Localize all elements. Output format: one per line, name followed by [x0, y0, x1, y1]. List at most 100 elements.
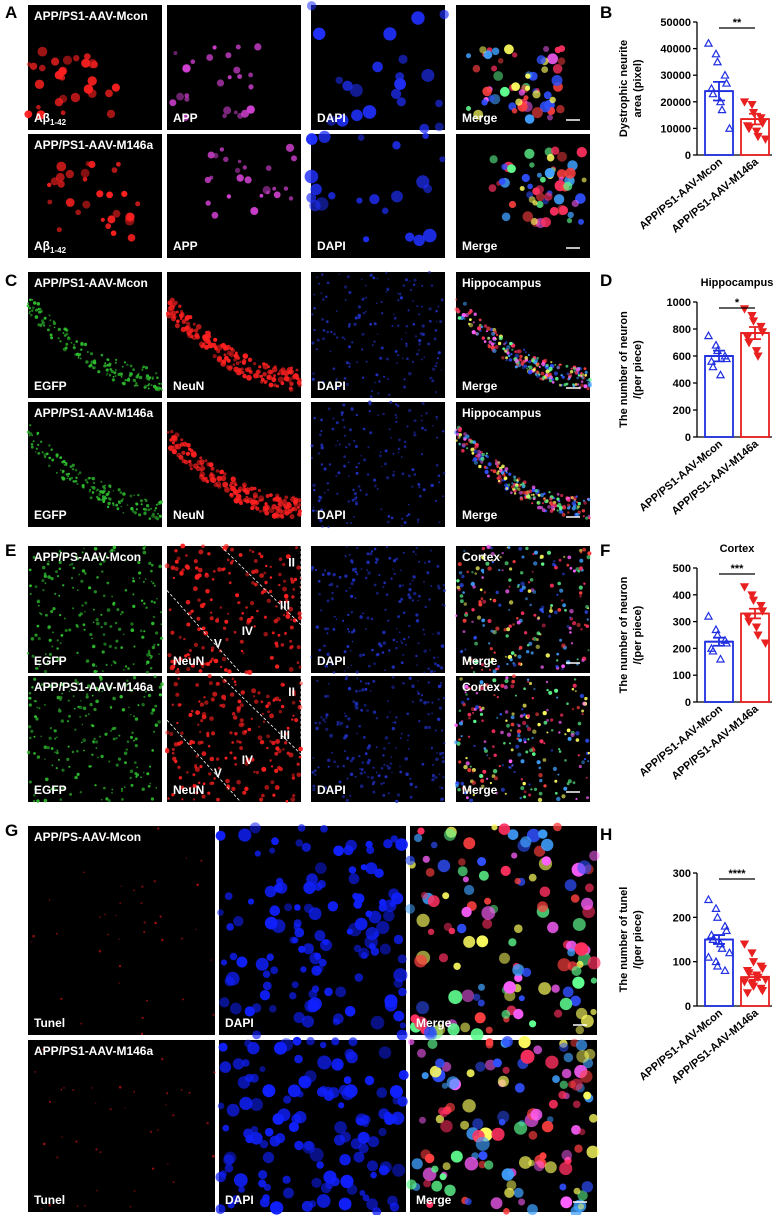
cell: [266, 694, 270, 699]
cell: [465, 442, 469, 446]
cell: [581, 897, 594, 911]
cell: [516, 620, 521, 625]
cell: [53, 751, 57, 754]
cell: [362, 105, 377, 119]
cell: [546, 708, 549, 712]
cell: [378, 380, 381, 383]
cell: [367, 1136, 380, 1148]
cell: [289, 381, 294, 386]
cell: [292, 714, 295, 717]
cell: [514, 654, 517, 657]
cell: [474, 572, 478, 575]
cell: [143, 511, 147, 515]
cell: [269, 1005, 277, 1013]
cell: [382, 641, 387, 645]
cell: [539, 739, 544, 744]
cell: [282, 613, 286, 617]
cell: [66, 757, 70, 762]
cell: [467, 768, 472, 773]
cell: [583, 501, 587, 505]
cell: [37, 452, 41, 455]
cell: [135, 773, 139, 777]
cell: [336, 765, 340, 768]
cell: [423, 184, 433, 194]
cell: [228, 581, 232, 585]
cell: [231, 786, 236, 792]
cell: [496, 716, 499, 719]
cell: [343, 455, 346, 458]
cell: [76, 625, 80, 629]
cell: [508, 472, 512, 476]
cell: [31, 686, 34, 689]
data-point: [751, 623, 762, 632]
cell: [133, 739, 135, 742]
cell: [238, 553, 243, 557]
cell: [433, 662, 437, 666]
cell: [282, 1175, 291, 1184]
cell: [188, 656, 191, 660]
cell: [510, 748, 514, 752]
cell: [317, 580, 321, 583]
cell: [204, 700, 209, 705]
cell: [459, 315, 464, 321]
cell: [256, 609, 259, 613]
cell: [88, 490, 91, 493]
cell: [297, 705, 303, 710]
cell: [93, 707, 97, 712]
cell: [365, 862, 378, 875]
cell: [77, 473, 80, 476]
cell: [229, 692, 235, 697]
cell: [56, 736, 58, 739]
cell: [387, 515, 391, 518]
micrograph-signal: [26, 675, 164, 803]
cell: [95, 670, 98, 673]
y-tick-label: 500: [673, 563, 691, 575]
cell: [567, 736, 572, 741]
cell: [327, 489, 329, 491]
cell: [157, 501, 161, 505]
cell: [234, 483, 238, 487]
cell: [455, 439, 458, 442]
cell: [89, 352, 94, 356]
cell: [517, 349, 522, 354]
cell: [427, 681, 430, 684]
cell: [243, 498, 247, 503]
cell: [62, 459, 66, 464]
cell: [377, 414, 380, 416]
cell: [556, 169, 567, 179]
cell: [493, 342, 496, 345]
data-point: [747, 949, 757, 958]
cell: [485, 454, 488, 457]
cell: [579, 591, 583, 595]
cell: [442, 696, 446, 700]
cell: [131, 509, 135, 513]
cell: [37, 637, 41, 641]
cell: [195, 755, 199, 758]
cell: [269, 740, 272, 743]
cell: [41, 451, 44, 454]
cell: [81, 551, 84, 554]
cell: [72, 566, 76, 570]
cell: [516, 729, 522, 734]
chart-title: Hippocampus: [701, 277, 774, 289]
cell: [559, 588, 564, 593]
cell: [522, 720, 527, 726]
channel-label-main: Aβ: [34, 111, 50, 125]
cell: [518, 995, 525, 1002]
cell: [180, 937, 184, 940]
cell: [458, 738, 461, 741]
cell: [556, 593, 559, 596]
data-point: [703, 894, 714, 904]
cell: [34, 315, 39, 319]
layer-boundary: [220, 675, 302, 755]
cell: [496, 461, 501, 466]
cell: [59, 695, 63, 700]
channel-label: Merge: [416, 1016, 452, 1030]
cell: [233, 715, 238, 720]
cell: [527, 1204, 538, 1215]
cell: [421, 426, 424, 430]
cell: [554, 610, 558, 615]
cell: [375, 746, 378, 748]
cell: [440, 1120, 453, 1133]
cell: [42, 589, 45, 592]
